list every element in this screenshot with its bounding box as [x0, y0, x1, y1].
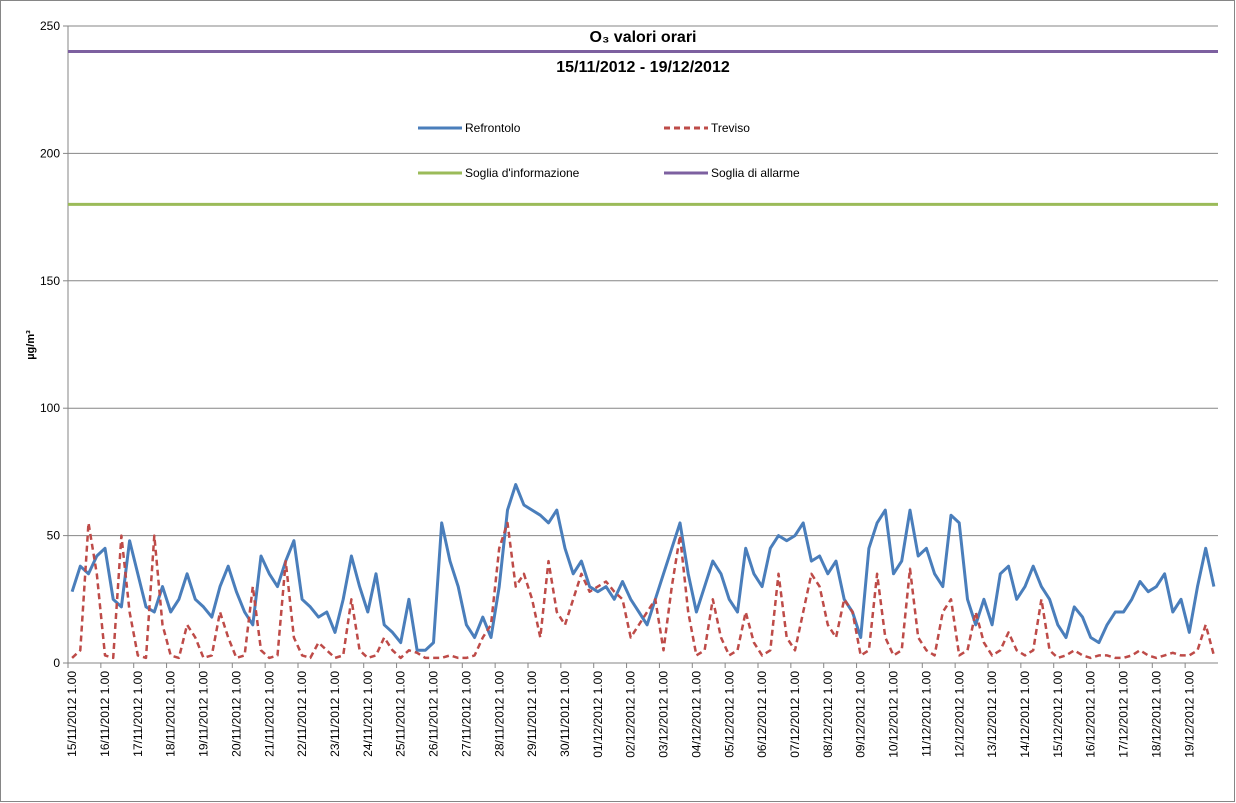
x-tick-label: 16/12/2012 1.00 [1084, 671, 1098, 758]
chart-subtitle: 15/11/2012 - 19/12/2012 [556, 59, 730, 76]
x-tick-label: 15/11/2012 1.00 [65, 671, 79, 757]
x-tick-label: 01/12/2012 1.00 [591, 671, 605, 758]
data-line [70, 483, 1216, 652]
y-tick-label: 200 [40, 146, 60, 160]
data-line [71, 521, 1216, 660]
y-tick-label: 0 [53, 656, 60, 670]
x-tick-label: 22/11/2012 1.00 [295, 671, 309, 757]
chart-title: O₃ valori orari [590, 29, 697, 46]
y-tick-label: 250 [40, 19, 60, 33]
x-tick-label: 07/12/2012 1.00 [788, 671, 802, 758]
y-tick-label: 100 [40, 401, 60, 415]
x-tick-label: 04/12/2012 1.00 [689, 671, 703, 758]
x-tick-label: 21/11/2012 1.00 [262, 671, 276, 757]
x-tick-label: 13/12/2012 1.00 [985, 671, 999, 758]
x-tick-label: 17/12/2012 1.00 [1117, 671, 1131, 758]
y-axis-label: µg/m³ [25, 330, 37, 360]
x-tick-label: 11/12/2012 1.00 [919, 671, 933, 757]
x-tick-label: 27/11/2012 1.00 [459, 671, 473, 757]
x-tick-label: 06/12/2012 1.00 [755, 671, 769, 758]
x-tick-label: 12/12/2012 1.00 [952, 671, 966, 758]
x-tick-label: 02/12/2012 1.00 [624, 671, 638, 758]
y-tick-label: 50 [47, 529, 61, 543]
x-tick-label: 16/11/2012 1.00 [98, 671, 112, 757]
x-tick-label: 10/12/2012 1.00 [887, 671, 901, 758]
x-tick-label: 20/11/2012 1.00 [229, 671, 243, 757]
x-tick-label: 14/12/2012 1.00 [1018, 671, 1032, 758]
y-tick-label: 150 [40, 274, 60, 288]
x-tick-label: 19/11/2012 1.00 [197, 671, 211, 757]
x-tick-label: 17/11/2012 1.00 [131, 671, 145, 757]
x-tick-label: 05/12/2012 1.00 [722, 671, 736, 758]
x-tick-label: 18/11/2012 1.00 [164, 671, 178, 757]
x-tick-label: 26/11/2012 1.00 [427, 671, 441, 757]
x-tick-label: 08/12/2012 1.00 [821, 671, 835, 758]
legend-label: Soglia di allarme [711, 166, 800, 180]
legend-label: Refrontolo [465, 121, 521, 135]
x-tick-label: 18/12/2012 1.00 [1149, 671, 1163, 758]
legend-label: Treviso [711, 121, 750, 135]
x-tick-label: 25/11/2012 1.00 [394, 671, 408, 757]
x-tick-label: 24/11/2012 1.00 [361, 671, 375, 757]
x-tick-label: 19/12/2012 1.00 [1182, 671, 1196, 758]
x-tick-label: 09/12/2012 1.00 [854, 671, 868, 758]
legend-label: Soglia d'informazione [465, 166, 580, 180]
x-tick-label: 23/11/2012 1.00 [328, 671, 342, 757]
x-tick-label: 03/12/2012 1.00 [657, 671, 671, 758]
x-tick-label: 15/12/2012 1.00 [1051, 671, 1065, 758]
x-tick-label: 29/11/2012 1.00 [525, 671, 539, 757]
x-tick-label: 28/11/2012 1.00 [492, 671, 506, 757]
x-tick-label: 30/11/2012 1.00 [558, 671, 572, 757]
